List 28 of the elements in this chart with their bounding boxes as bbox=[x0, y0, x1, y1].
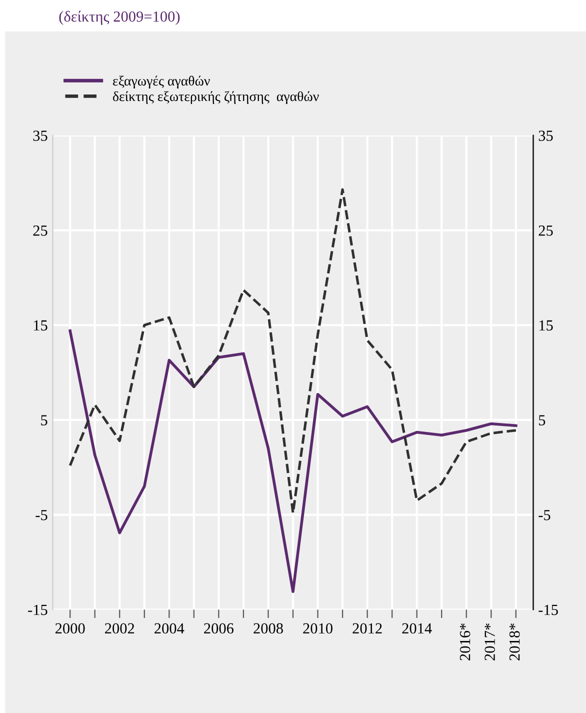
y-tick-label: 15 bbox=[34, 320, 48, 331]
line-series bbox=[68, 329, 518, 593]
y2-tick-label: 25 bbox=[538, 225, 553, 236]
x-tick-label: 2004 bbox=[154, 623, 184, 634]
y-tick-label: 25 bbox=[33, 225, 48, 236]
x-tick-label: 2017* bbox=[484, 624, 495, 660]
x-tick-label: 2012 bbox=[352, 623, 382, 634]
chart-title: (δείκτης 2009=100) bbox=[59, 10, 180, 25]
y-tick-label: -5 bbox=[36, 510, 48, 520]
legend-label: εξαγωγές αγαθών bbox=[113, 76, 210, 88]
x-tick-label: 2002 bbox=[105, 623, 134, 634]
y-tick-label: 35 bbox=[33, 130, 48, 141]
x-tick-label: 2018* bbox=[509, 624, 520, 660]
y2-tick-label: 15 bbox=[539, 320, 553, 331]
x-tick-label: 2016* bbox=[460, 624, 470, 660]
y2-tick-label: 35 bbox=[538, 130, 553, 141]
y2-tick-label: -5 bbox=[538, 510, 550, 520]
legend-label: δείκτης εξωτερικής ζήτησης αγαθών bbox=[112, 91, 319, 104]
y2-tick-label: -15 bbox=[538, 604, 558, 616]
y-tick-label: 5 bbox=[41, 415, 48, 426]
x-tick-label: 2006 bbox=[204, 623, 234, 634]
x-tick-label: 2014 bbox=[402, 623, 432, 634]
x-tick-label: 2008 bbox=[254, 623, 283, 634]
y-tick-label: -15 bbox=[28, 604, 48, 616]
y2-tick-label: 5 bbox=[539, 415, 546, 426]
x-tick-label: 2010 bbox=[303, 623, 332, 634]
x-tick-label: 2000 bbox=[55, 623, 85, 634]
line-series bbox=[68, 188, 518, 514]
